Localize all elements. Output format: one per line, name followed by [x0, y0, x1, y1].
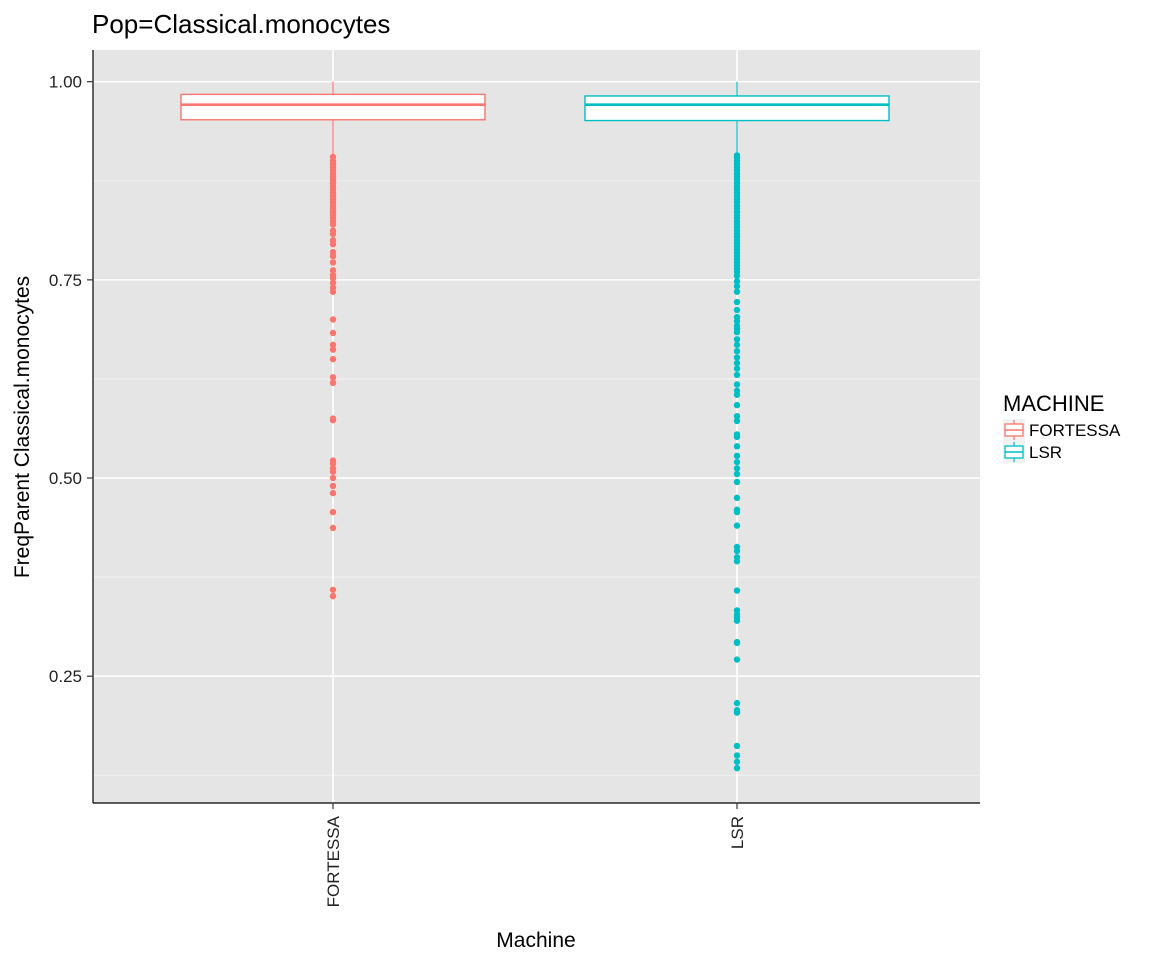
- y-tick-label: 0.25: [49, 667, 82, 686]
- outlier-point: [329, 230, 337, 238]
- outlier-point: [329, 416, 337, 424]
- outlier-point: [329, 259, 337, 266]
- box-lsr: [584, 81, 890, 772]
- outlier-point: [733, 348, 741, 355]
- outlier-point: [733, 359, 741, 367]
- outlier-point: [733, 452, 741, 460]
- x-tick-label: LSR: [728, 816, 747, 849]
- outlier-point: [329, 240, 337, 248]
- outlier-point: [733, 298, 741, 306]
- outlier-point: [329, 460, 337, 467]
- outlier-point: [733, 547, 741, 555]
- legend-label: FORTESSA: [1029, 421, 1121, 440]
- plot-panel: [93, 50, 980, 803]
- outlier-point: [733, 508, 741, 516]
- outlier-point: [733, 443, 741, 450]
- legend-item-lsr: LSR: [1003, 441, 1062, 463]
- outlier-point: [733, 522, 741, 529]
- outlier-point: [733, 758, 741, 765]
- outlier-point: [329, 279, 337, 287]
- outlier-point: [733, 336, 741, 343]
- outlier-point: [329, 586, 337, 593]
- outlier-point: [733, 365, 741, 372]
- outlier-point: [329, 468, 337, 475]
- legend-item-fortessa: FORTESSA: [1003, 419, 1121, 441]
- outlier-point: [733, 465, 741, 472]
- outlier-point: [329, 341, 337, 349]
- outlier-point: [733, 272, 741, 280]
- legend: MACHINE FORTESSA LSR: [1003, 391, 1121, 463]
- outlier-point: [329, 316, 337, 323]
- outlier-point: [733, 433, 741, 441]
- outlier-point: [733, 656, 741, 663]
- legend-title: MACHINE: [1003, 391, 1104, 416]
- x-tick-label: FORTESSA: [324, 815, 343, 907]
- outlier-point: [329, 267, 337, 274]
- outlier-point: [733, 391, 741, 398]
- gridlines: [93, 50, 980, 803]
- outlier-point: [329, 252, 337, 260]
- chart-title: Pop=Classical.monocytes: [92, 9, 390, 39]
- outlier-point: [733, 341, 741, 349]
- x-axis-ticks: FORTESSA LSR: [324, 803, 747, 907]
- outlier-point: [329, 221, 337, 228]
- outlier-point: [733, 617, 741, 624]
- outlier-point: [329, 329, 337, 337]
- outlier-point: [733, 328, 741, 336]
- outlier-point: [733, 587, 741, 594]
- outlier-point: [733, 764, 741, 772]
- outlier-point: [329, 524, 337, 532]
- outlier-point: [733, 412, 741, 420]
- outlier-point: [329, 474, 337, 482]
- outlier-point: [733, 494, 741, 502]
- y-tick-label: 0.50: [49, 469, 82, 488]
- box-iqr: [584, 95, 890, 122]
- outlier-point: [733, 381, 741, 388]
- outlier-point: [733, 478, 741, 486]
- outlier-point: [329, 592, 337, 600]
- outlier-point: [733, 306, 741, 314]
- outlier-point: [733, 317, 741, 325]
- outlier-point: [733, 709, 741, 716]
- outlier-point: [733, 470, 741, 478]
- outlier-point: [733, 458, 741, 466]
- outlier-point: [329, 379, 337, 387]
- box-fortessa: [180, 81, 486, 600]
- outlier-point: [329, 489, 337, 497]
- outlier-point: [733, 699, 741, 707]
- y-axis-ticks: 0.25 0.50 0.75 1.00: [49, 73, 93, 686]
- outlier-point: [733, 742, 741, 750]
- outlier-point: [733, 401, 741, 409]
- outlier-point: [733, 288, 741, 295]
- outlier-point: [329, 374, 337, 381]
- outlier-point: [733, 752, 741, 759]
- x-axis-title: Machine: [496, 929, 575, 952]
- outlier-point: [329, 275, 337, 282]
- outlier-point: [329, 355, 337, 363]
- outlier-point: [329, 508, 337, 516]
- outlier-point: [329, 346, 337, 353]
- outlier-point: [329, 482, 337, 490]
- legend-label: LSR: [1029, 443, 1062, 462]
- box-layer: [180, 81, 890, 772]
- y-axis-title: FreqParent Classical.monocytes: [11, 276, 34, 578]
- box-iqr: [180, 93, 486, 121]
- outlier-point: [733, 558, 741, 565]
- outlier-point: [733, 639, 741, 647]
- outlier-point: [733, 354, 741, 361]
- outlier-point: [733, 371, 741, 379]
- axes: [92, 50, 980, 804]
- outlier-point: [733, 283, 741, 290]
- y-tick-label: 1.00: [49, 73, 82, 92]
- outlier-point: [733, 417, 741, 425]
- outlier-point: [329, 288, 337, 295]
- y-tick-label: 0.75: [49, 271, 82, 290]
- outlier-point: [733, 278, 741, 285]
